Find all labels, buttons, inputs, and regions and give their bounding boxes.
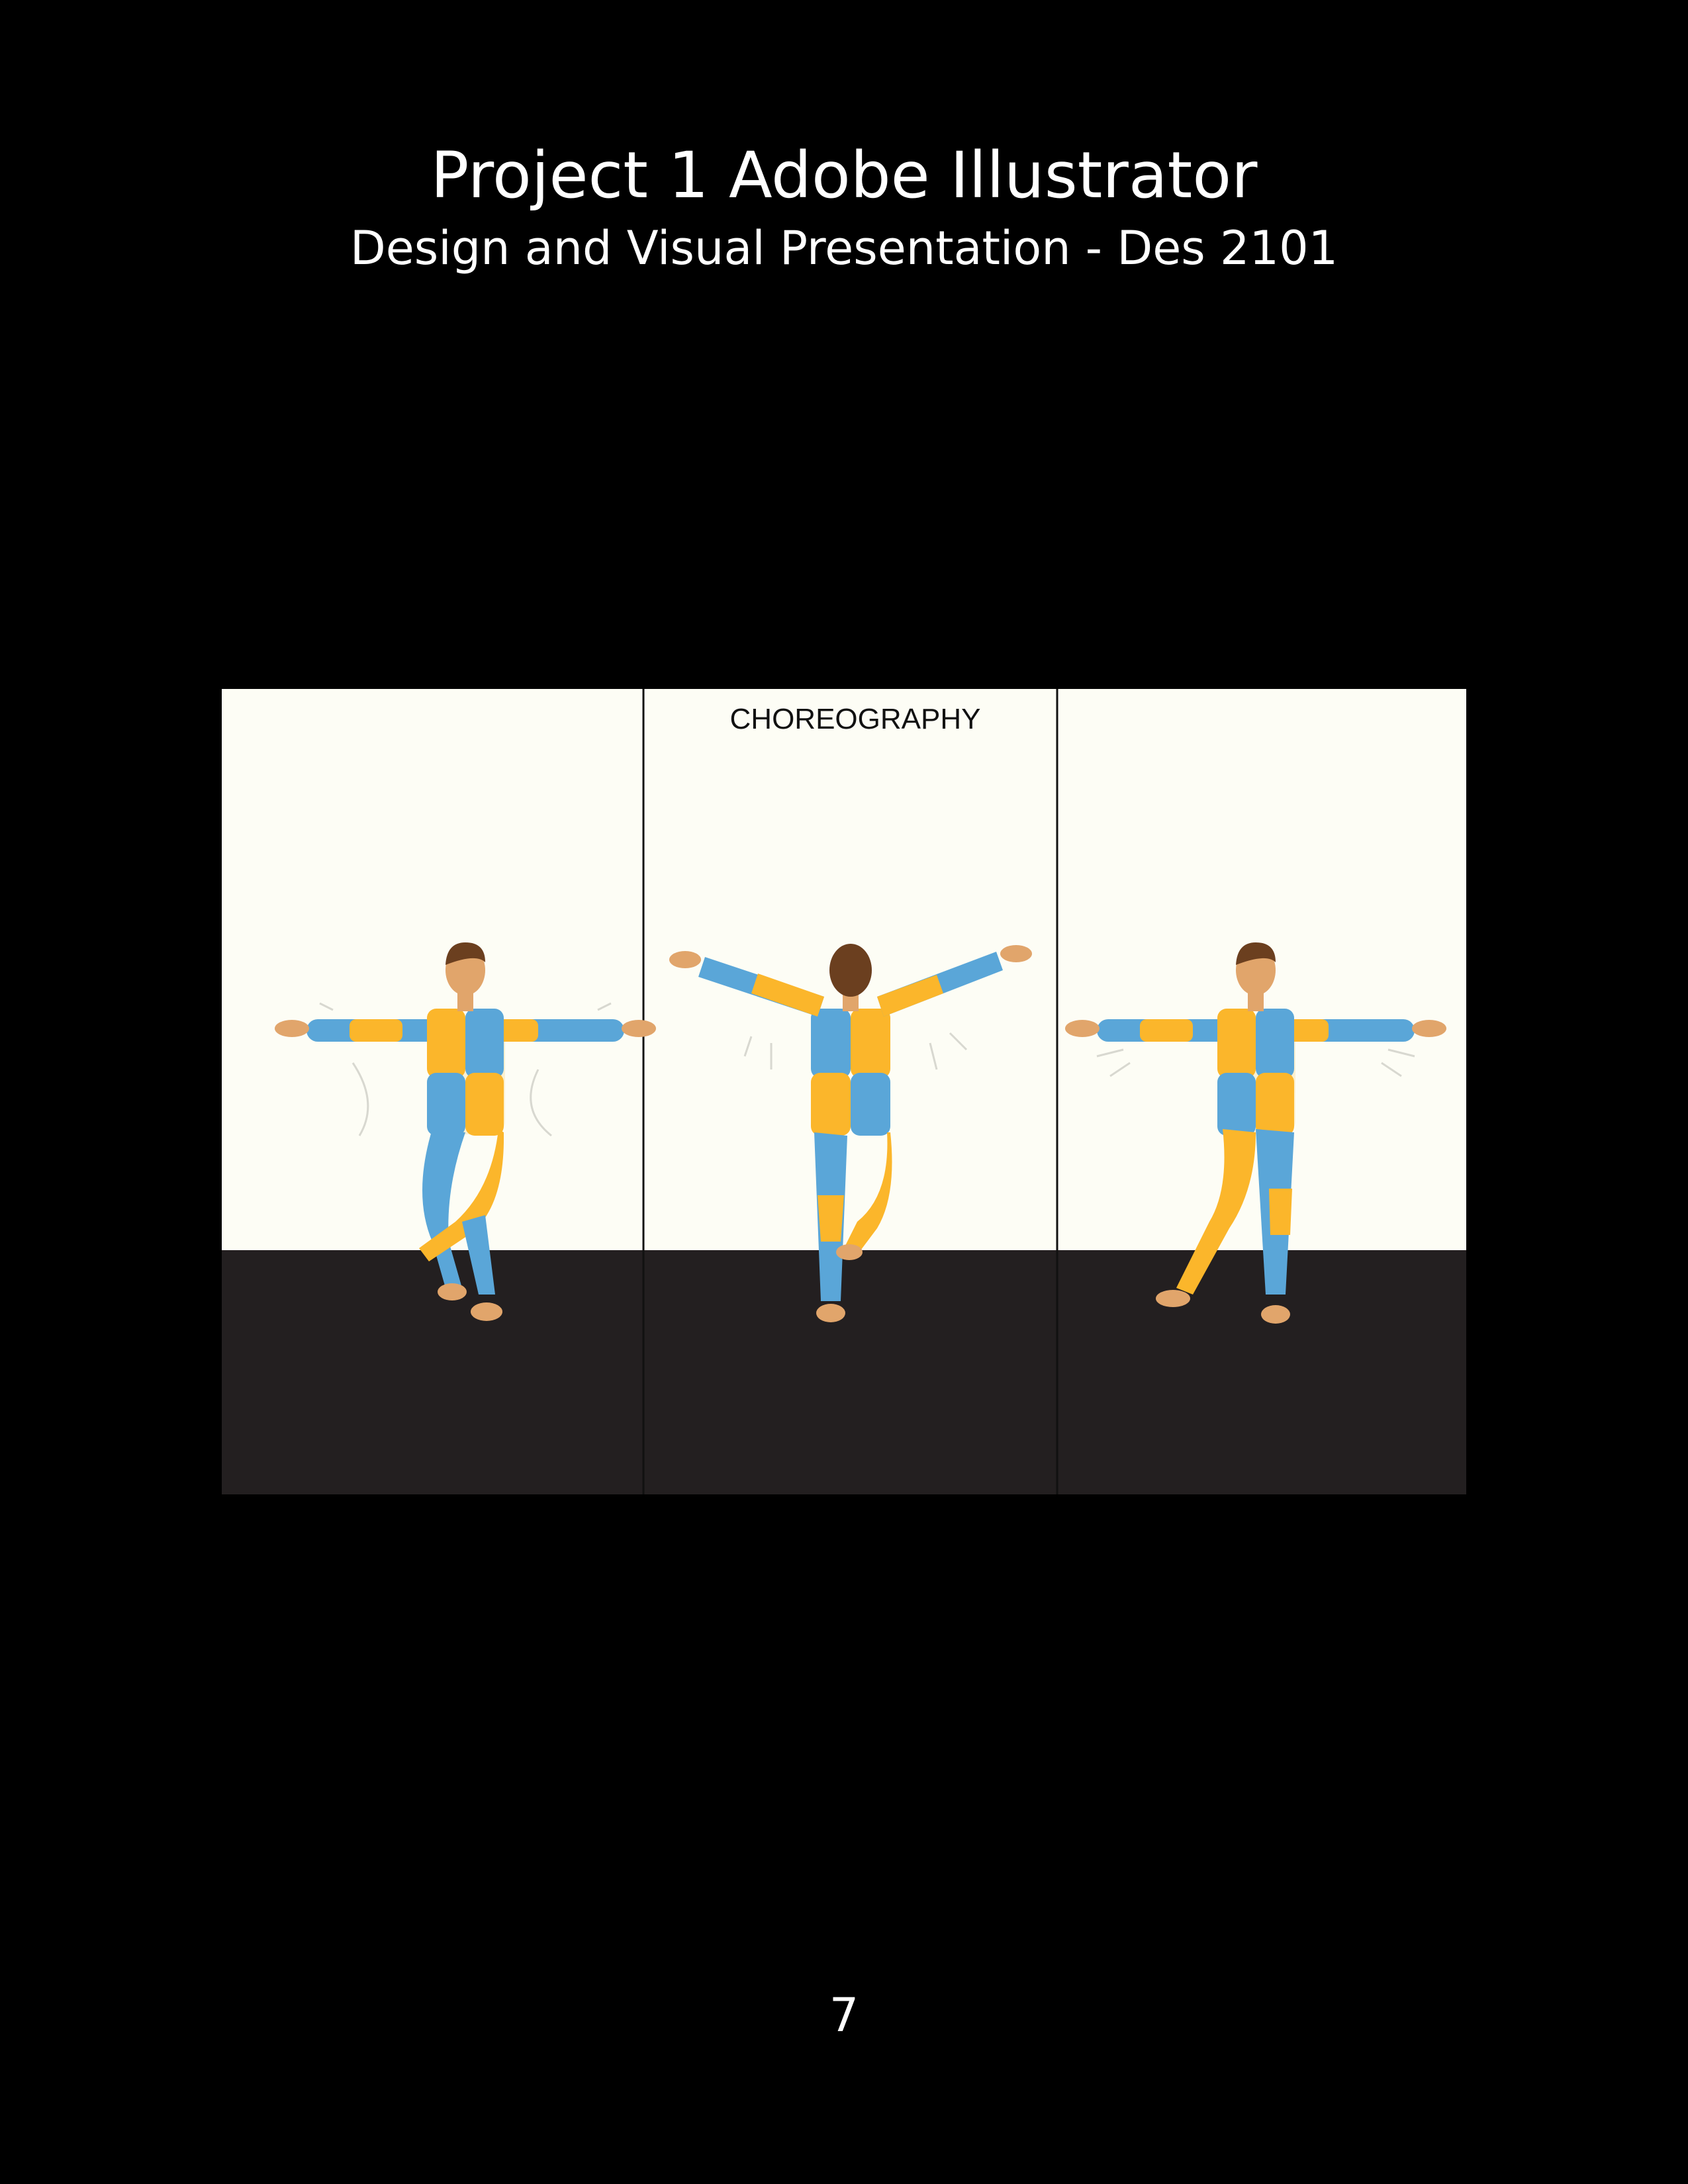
floor: [222, 1250, 1466, 1494]
page-subtitle: Design and Visual Presentation - Des 210…: [350, 221, 1338, 275]
dancer-1: [275, 942, 656, 1321]
page-header: Project 1 Adobe Illustrator Design and V…: [0, 132, 1688, 278]
choreography-illustration: CHOREOGRAPHY: [222, 689, 1466, 1494]
dancer-3: [1065, 942, 1446, 1324]
choreography-label: CHOREOGRAPHY: [730, 703, 981, 735]
dancer-2: [669, 944, 1032, 1322]
page-number: 7: [829, 1988, 859, 2042]
choreography-artwork: CHOREOGRAPHY: [222, 689, 1466, 1494]
page-title: Project 1 Adobe Illustrator: [430, 138, 1258, 212]
